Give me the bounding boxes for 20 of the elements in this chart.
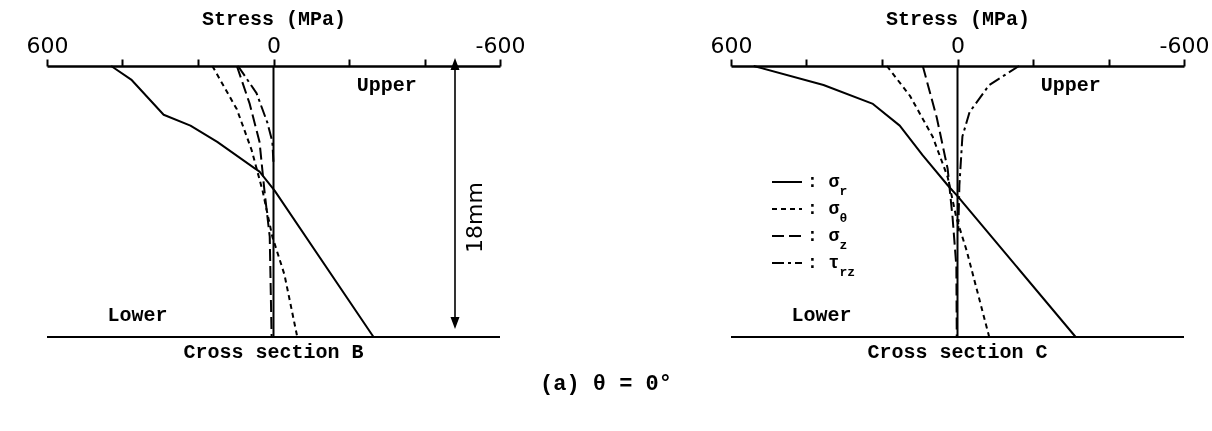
x-tick-label: -600 (1159, 32, 1210, 58)
annotation: Upper (1040, 73, 1101, 97)
x-tick-label: -600 (475, 32, 526, 58)
x-axis-title: Stress (MPa) (885, 7, 1031, 31)
annotation: Upper (356, 73, 417, 97)
legend-label: : σ$_{r}$ (807, 172, 848, 199)
x-tick-label: 600 (26, 32, 69, 58)
x-axis-title: Stress (MPa) (201, 7, 347, 31)
annotation: Lower (107, 304, 168, 328)
annotation: 18mm (462, 182, 488, 253)
x-tick-label: 0 (267, 32, 281, 58)
text: Cross section C (867, 341, 1048, 364)
legend-label: : σ$_{z}$ (807, 226, 848, 253)
text: (a) θ = 0° (539, 372, 673, 397)
legend-label: : σ$_{θ}$ (807, 199, 848, 226)
text: Cross section B (183, 341, 364, 364)
x-tick-label: 0 (951, 32, 965, 58)
legend-label: : τ$_{rz}$ (807, 253, 856, 280)
x-tick-label: 600 (710, 32, 753, 58)
annotation: Lower (791, 304, 852, 328)
